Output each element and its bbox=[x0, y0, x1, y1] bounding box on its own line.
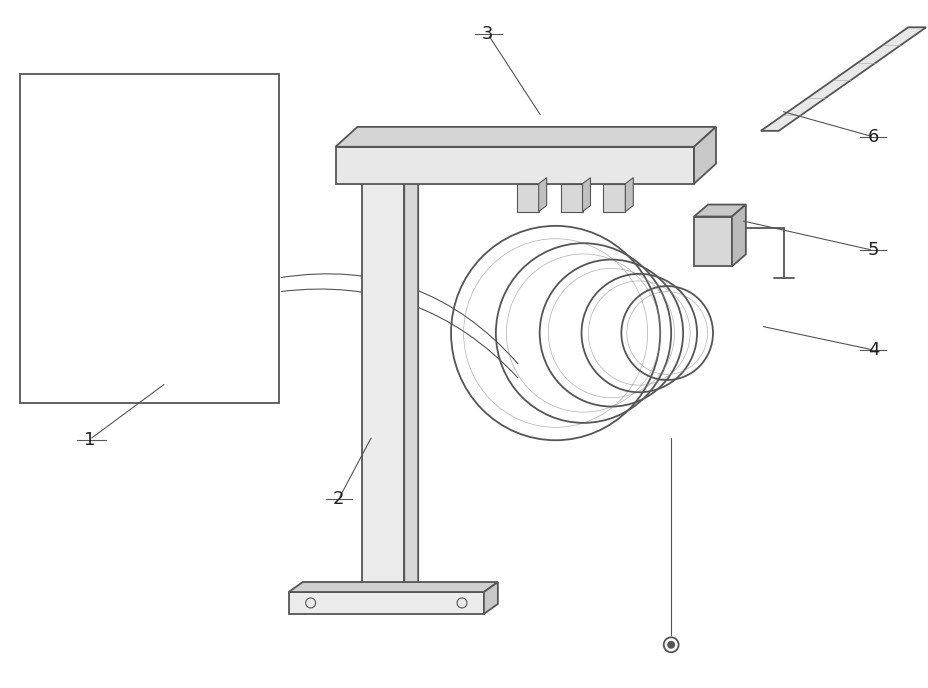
Text: 1: 1 bbox=[84, 431, 95, 449]
Bar bbox=[19, 74, 278, 402]
Text: 3: 3 bbox=[482, 25, 493, 43]
Polygon shape bbox=[538, 178, 546, 211]
Polygon shape bbox=[483, 582, 497, 614]
Polygon shape bbox=[362, 161, 418, 171]
Text: 6: 6 bbox=[867, 128, 878, 146]
Bar bbox=[603, 184, 625, 211]
Polygon shape bbox=[404, 161, 418, 592]
Bar bbox=[289, 592, 483, 614]
Polygon shape bbox=[582, 178, 590, 211]
Text: 4: 4 bbox=[867, 341, 878, 359]
Circle shape bbox=[666, 641, 675, 649]
Polygon shape bbox=[335, 127, 715, 147]
Polygon shape bbox=[731, 204, 745, 266]
Bar bbox=[516, 184, 538, 211]
Polygon shape bbox=[693, 127, 715, 184]
Bar bbox=[335, 147, 693, 184]
Polygon shape bbox=[625, 178, 633, 211]
Polygon shape bbox=[693, 204, 745, 217]
Polygon shape bbox=[289, 582, 497, 592]
Polygon shape bbox=[760, 28, 925, 131]
Bar bbox=[560, 184, 582, 211]
Bar bbox=[362, 171, 404, 592]
Bar bbox=[693, 217, 731, 266]
Text: 2: 2 bbox=[332, 491, 344, 508]
Text: 5: 5 bbox=[867, 241, 878, 259]
